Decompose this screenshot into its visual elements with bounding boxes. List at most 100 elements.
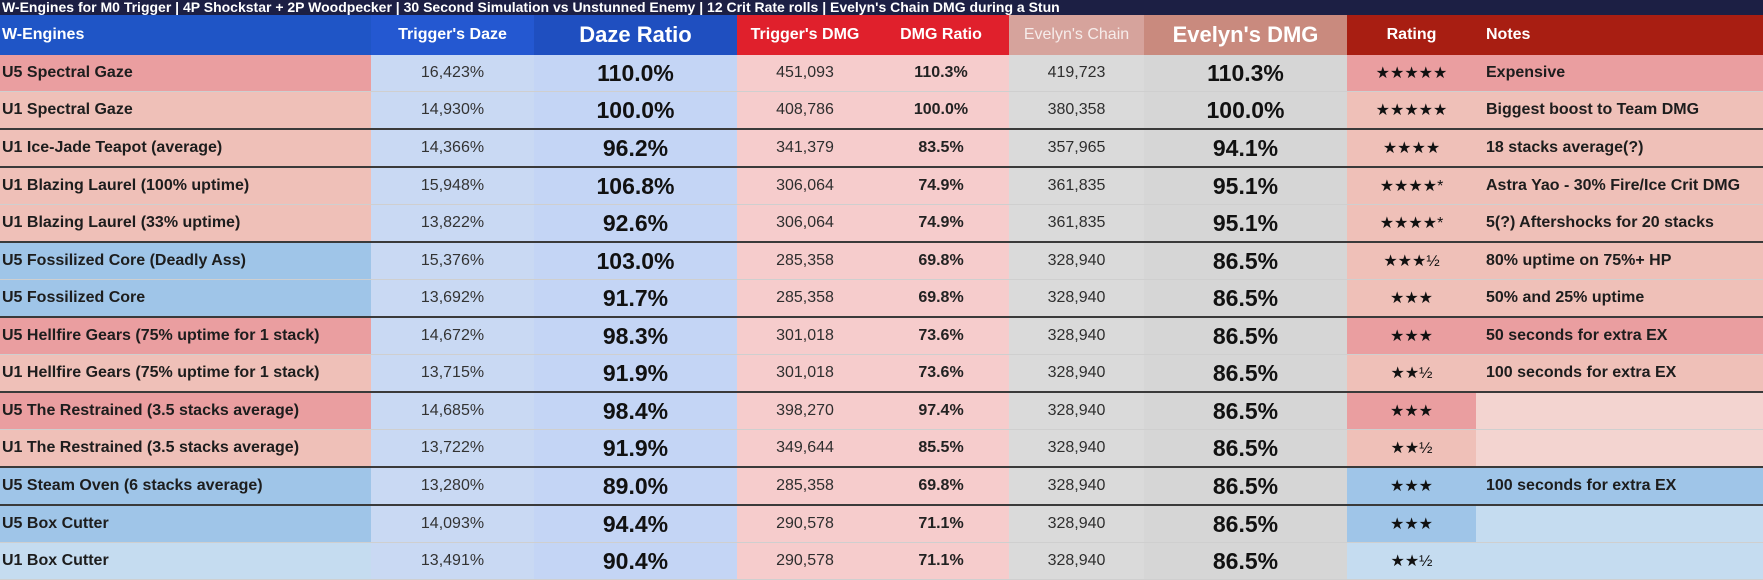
cell-rating[interactable]: ★★★ [1347,467,1476,506]
cell-w-engine[interactable]: U5 Steam Oven (6 stacks average) [0,467,371,506]
cell-evelyns-dmg[interactable]: 86.5% [1144,279,1347,318]
cell-evelyns-chain[interactable]: 328,940 [1009,317,1144,355]
cell-triggers-dmg[interactable]: 285,358 [737,279,873,318]
cell-w-engine[interactable]: U5 The Restrained (3.5 stacks average) [0,392,371,430]
cell-triggers-daze[interactable]: 15,376% [371,242,534,280]
cell-w-engine[interactable]: U1 Hellfire Gears (75% uptime for 1 stac… [0,354,371,393]
cell-evelyns-chain[interactable]: 328,940 [1009,354,1144,393]
table-row[interactable]: U1 Blazing Laurel (33% uptime) 13,822% 92.… [0,204,1763,243]
cell-evelyns-chain[interactable]: 357,965 [1009,129,1144,168]
table-row[interactable]: U1 The Restrained (3.5 stacks average) 13… [0,429,1763,468]
cell-rating[interactable]: ★★★★* [1347,204,1476,243]
table-row[interactable]: U5 Hellfire Gears (75% uptime for 1 stac… [0,317,1763,355]
header-w-engines[interactable]: W-Engines [0,15,371,55]
cell-evelyns-chain[interactable]: 328,940 [1009,392,1144,430]
cell-triggers-daze[interactable]: 13,692% [371,279,534,318]
cell-evelyns-dmg[interactable]: 95.1% [1144,167,1347,205]
cell-triggers-daze[interactable]: 14,093% [371,505,534,543]
cell-dmg-ratio[interactable]: 100.0% [873,91,1009,130]
table-row[interactable]: U5 The Restrained (3.5 stacks average) 14… [0,392,1763,430]
cell-dmg-ratio[interactable]: 71.1% [873,505,1009,543]
cell-evelyns-chain[interactable]: 328,940 [1009,429,1144,468]
cell-notes[interactable]: Astra Yao - 30% Fire/Ice Crit DMG [1476,167,1763,205]
table-row[interactable]: U1 Hellfire Gears (75% uptime for 1 stac… [0,354,1763,393]
cell-triggers-daze[interactable]: 14,930% [371,91,534,130]
header-evelyns-dmg[interactable]: Evelyn's DMG [1144,15,1347,55]
cell-w-engine[interactable]: U1 Blazing Laurel (33% uptime) [0,204,371,243]
cell-w-engine[interactable]: U1 Box Cutter [0,542,371,580]
cell-rating[interactable]: ★★½ [1347,542,1476,580]
cell-daze-ratio[interactable]: 90.4% [534,542,737,580]
cell-daze-ratio[interactable]: 91.7% [534,279,737,318]
cell-triggers-dmg[interactable]: 349,644 [737,429,873,468]
cell-dmg-ratio[interactable]: 73.6% [873,354,1009,393]
cell-daze-ratio[interactable]: 96.2% [534,129,737,168]
cell-daze-ratio[interactable]: 106.8% [534,167,737,205]
table-row[interactable]: U1 Box Cutter 13,491% 90.4% 290,578 71.1% 328… [0,542,1763,580]
cell-notes[interactable]: 100 seconds for extra EX [1476,467,1763,506]
cell-triggers-daze[interactable]: 16,423% [371,55,534,92]
cell-triggers-dmg[interactable]: 306,064 [737,167,873,205]
cell-evelyns-chain[interactable]: 361,835 [1009,167,1144,205]
header-daze-ratio[interactable]: Daze Ratio [534,15,737,55]
cell-rating[interactable]: ★★½ [1347,354,1476,393]
header-evelyns-chain[interactable]: Evelyn's Chain [1009,15,1144,55]
cell-triggers-daze[interactable]: 13,280% [371,467,534,506]
cell-evelyns-dmg[interactable]: 86.5% [1144,242,1347,280]
cell-rating[interactable]: ★★★★* [1347,167,1476,205]
cell-rating[interactable]: ★★★ [1347,392,1476,430]
cell-triggers-dmg[interactable]: 290,578 [737,542,873,580]
cell-evelyns-dmg[interactable]: 95.1% [1144,204,1347,243]
cell-dmg-ratio[interactable]: 71.1% [873,542,1009,580]
cell-dmg-ratio[interactable]: 97.4% [873,392,1009,430]
header-rating[interactable]: Rating [1347,15,1476,55]
cell-triggers-dmg[interactable]: 408,786 [737,91,873,130]
cell-notes[interactable]: 100 seconds for extra EX [1476,354,1763,393]
cell-dmg-ratio[interactable]: 85.5% [873,429,1009,468]
cell-triggers-dmg[interactable]: 285,358 [737,467,873,506]
cell-w-engine[interactable]: U5 Fossilized Core (Deadly Ass) [0,242,371,280]
cell-triggers-dmg[interactable]: 285,358 [737,242,873,280]
cell-w-engine[interactable]: U5 Spectral Gaze [0,55,371,92]
cell-triggers-dmg[interactable]: 290,578 [737,505,873,543]
cell-daze-ratio[interactable]: 92.6% [534,204,737,243]
cell-rating[interactable]: ★★★ [1347,317,1476,355]
cell-triggers-dmg[interactable]: 341,379 [737,129,873,168]
cell-dmg-ratio[interactable]: 69.8% [873,467,1009,506]
cell-dmg-ratio[interactable]: 74.9% [873,204,1009,243]
cell-triggers-dmg[interactable]: 451,093 [737,55,873,92]
table-row[interactable]: U5 Steam Oven (6 stacks average) 13,280% 8… [0,467,1763,506]
cell-notes[interactable] [1476,505,1763,543]
cell-notes[interactable] [1476,542,1763,580]
cell-triggers-daze[interactable]: 15,948% [371,167,534,205]
cell-rating[interactable]: ★★★★ [1347,129,1476,168]
cell-evelyns-dmg[interactable]: 86.5% [1144,505,1347,543]
cell-evelyns-dmg[interactable]: 86.5% [1144,429,1347,468]
cell-triggers-daze[interactable]: 13,491% [371,542,534,580]
cell-w-engine[interactable]: U1 Spectral Gaze [0,91,371,130]
cell-daze-ratio[interactable]: 91.9% [534,429,737,468]
cell-evelyns-chain[interactable]: 328,940 [1009,505,1144,543]
cell-evelyns-dmg[interactable]: 110.3% [1144,55,1347,92]
cell-dmg-ratio[interactable]: 69.8% [873,242,1009,280]
cell-daze-ratio[interactable]: 100.0% [534,91,737,130]
cell-w-engine[interactable]: U5 Box Cutter [0,505,371,543]
cell-rating[interactable]: ★★½ [1347,429,1476,468]
header-dmg-ratio[interactable]: DMG Ratio [873,15,1009,55]
cell-daze-ratio[interactable]: 89.0% [534,467,737,506]
cell-evelyns-dmg[interactable]: 94.1% [1144,129,1347,168]
cell-dmg-ratio[interactable]: 69.8% [873,279,1009,318]
table-row[interactable]: U1 Blazing Laurel (100% uptime) 15,948% 10… [0,167,1763,205]
cell-rating[interactable]: ★★★½ [1347,242,1476,280]
cell-evelyns-dmg[interactable]: 86.5% [1144,542,1347,580]
cell-w-engine[interactable]: U5 Hellfire Gears (75% uptime for 1 stac… [0,317,371,355]
cell-triggers-daze[interactable]: 14,685% [371,392,534,430]
cell-dmg-ratio[interactable]: 110.3% [873,55,1009,92]
table-row[interactable]: U5 Spectral Gaze 16,423% 110.0% 451,093 110.… [0,55,1763,92]
cell-notes[interactable]: 80% uptime on 75%+ HP [1476,242,1763,280]
cell-evelyns-chain[interactable]: 328,940 [1009,542,1144,580]
cell-rating[interactable]: ★★★ [1347,505,1476,543]
cell-evelyns-chain[interactable]: 380,358 [1009,91,1144,130]
cell-daze-ratio[interactable]: 110.0% [534,55,737,92]
cell-w-engine[interactable]: U1 Ice-Jade Teapot (average) [0,129,371,168]
